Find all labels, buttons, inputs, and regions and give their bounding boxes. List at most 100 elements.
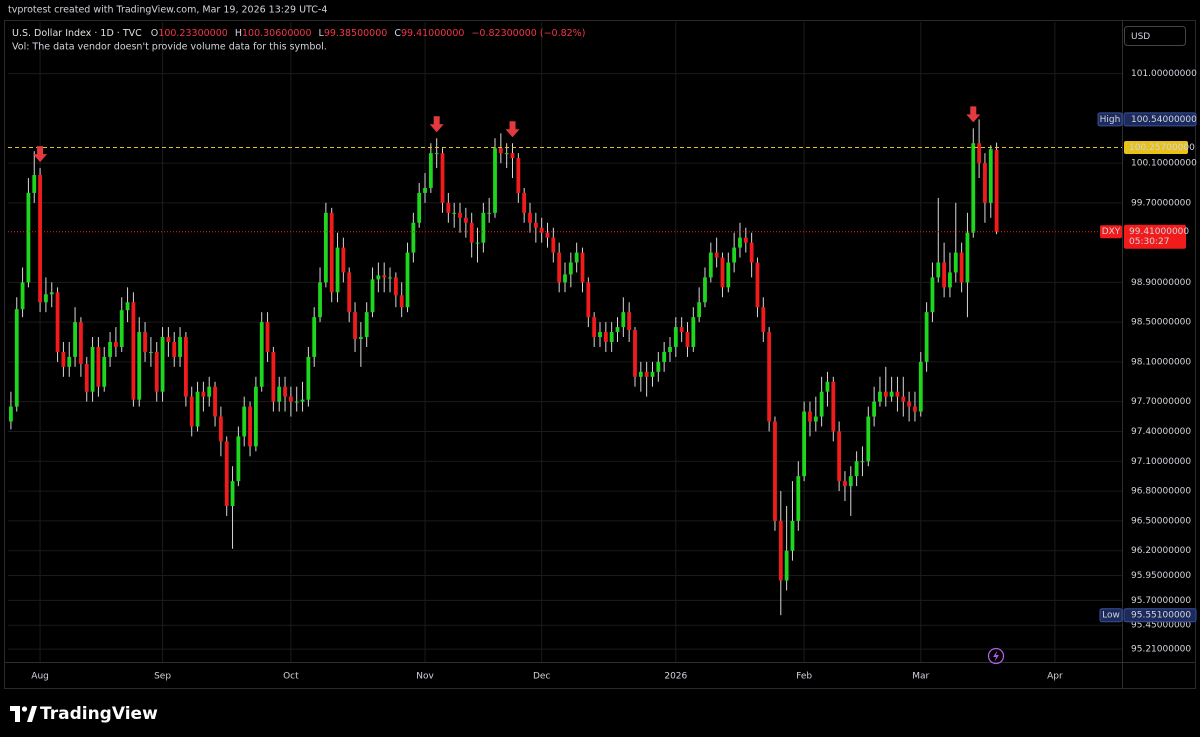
- candle-body: [248, 406, 252, 447]
- candle-body: [67, 356, 72, 367]
- candle-body: [638, 371, 643, 377]
- candle-body: [563, 274, 567, 283]
- candle-body: [913, 406, 917, 412]
- candle-body: [487, 212, 492, 214]
- frame: [4, 20, 1196, 689]
- candle-body: [481, 212, 486, 243]
- reference-label: 100.25700000: [1129, 143, 1195, 153]
- candle-body: [469, 222, 474, 243]
- low-name-box: [1099, 608, 1123, 623]
- candle-body: [90, 346, 95, 392]
- candle-body: [154, 351, 159, 392]
- y-tick-label: 97.70000000: [1131, 397, 1191, 407]
- candle-body: [452, 212, 457, 214]
- candle-body: [831, 381, 836, 432]
- candle-body: [784, 550, 789, 581]
- candle-body: [837, 431, 842, 482]
- last-price-box: [1124, 224, 1186, 249]
- candle-body: [533, 222, 538, 228]
- candle-body: [312, 317, 317, 357]
- candle-body: [738, 237, 742, 248]
- y-tick-label: 101.00000000: [1131, 69, 1197, 79]
- high-name: High: [1100, 115, 1121, 125]
- legend-line: U.S. Dollar Index · 1D · TVC O100.233000…: [12, 28, 585, 39]
- candle-body: [633, 330, 637, 377]
- candle-body: [668, 346, 672, 352]
- candle-body: [936, 262, 941, 278]
- x-tick-label: Nov: [416, 672, 434, 682]
- candle-body: [609, 332, 614, 342]
- candle-body: [236, 436, 241, 482]
- currency-button[interactable]: [1124, 26, 1186, 46]
- y-tick-label: 98.90000000: [1131, 278, 1191, 288]
- ohlc-value: 100.23300000: [158, 28, 228, 39]
- candle-body: [761, 307, 766, 333]
- y-tick-label: 96.20000000: [1131, 546, 1191, 556]
- y-tick-label: 98.10000000: [1131, 357, 1191, 367]
- alert-icon[interactable]: [987, 647, 1005, 665]
- candle-body: [265, 322, 270, 352]
- candle-body: [743, 237, 748, 243]
- candle-body: [907, 401, 912, 407]
- candle-body: [318, 282, 322, 318]
- candle-body: [49, 292, 54, 295]
- high-value: 100.54000000: [1131, 115, 1197, 125]
- candle-body: [883, 391, 888, 397]
- candle-body: [475, 242, 480, 244]
- candle-body: [353, 312, 357, 340]
- candle-body: [557, 252, 562, 283]
- candle-body: [673, 327, 678, 347]
- candle-body: [283, 386, 287, 397]
- candle-body: [580, 252, 585, 283]
- candle-body: [32, 175, 37, 193]
- candle-body: [207, 386, 212, 397]
- candle-body: [866, 416, 871, 462]
- arrow-annotation: [429, 116, 444, 133]
- x-tick-label: Apr: [1047, 672, 1063, 682]
- candle-body: [137, 332, 142, 400]
- candle-body: [242, 406, 247, 437]
- y-tick-label: 97.40000000: [1131, 427, 1191, 437]
- candle-body: [102, 356, 107, 387]
- candle-body: [335, 247, 340, 293]
- change: −0.82300000 (−0.82%): [471, 28, 585, 39]
- candle-body: [96, 346, 101, 387]
- last-price-label: 99.41000000: [1129, 227, 1189, 237]
- candle-body: [627, 312, 632, 331]
- ohlc-key: O: [151, 28, 158, 39]
- candle-body: [364, 312, 369, 338]
- candle-body: [79, 322, 83, 364]
- candle-body: [813, 416, 818, 422]
- candle-body: [423, 187, 427, 193]
- candle-body: [994, 149, 999, 232]
- candle-body: [259, 322, 264, 387]
- y-tick-label: 95.70000000: [1131, 596, 1191, 606]
- candle-body: [119, 310, 124, 347]
- candle-body: [953, 252, 958, 273]
- candle-body: [510, 153, 515, 159]
- candle-body: [411, 222, 416, 253]
- candle-body: [73, 322, 77, 357]
- candle-body: [854, 461, 859, 477]
- ohlc-value: 100.30600000: [242, 28, 312, 39]
- arrow-annotation: [505, 121, 520, 138]
- candle-body: [20, 282, 25, 310]
- x-tick-label: Oct: [283, 672, 299, 682]
- x-tick-label: Dec: [533, 672, 550, 682]
- x-tick-label: 2026: [664, 672, 687, 682]
- candle-body: [656, 361, 661, 372]
- candle-body: [720, 257, 725, 288]
- candle-body: [749, 242, 754, 263]
- candle-body: [948, 272, 952, 288]
- candle-body: [125, 302, 130, 311]
- y-tick-label: 96.50000000: [1131, 516, 1191, 526]
- countdown: 05:30:27: [1129, 237, 1169, 247]
- currency-label: USD: [1131, 32, 1150, 42]
- candle-body: [195, 391, 200, 427]
- candle-body: [417, 192, 422, 223]
- candle-body: [603, 332, 608, 342]
- x-tick-label: Mar: [912, 672, 929, 682]
- candle-body: [277, 386, 282, 402]
- candle-body: [382, 275, 387, 278]
